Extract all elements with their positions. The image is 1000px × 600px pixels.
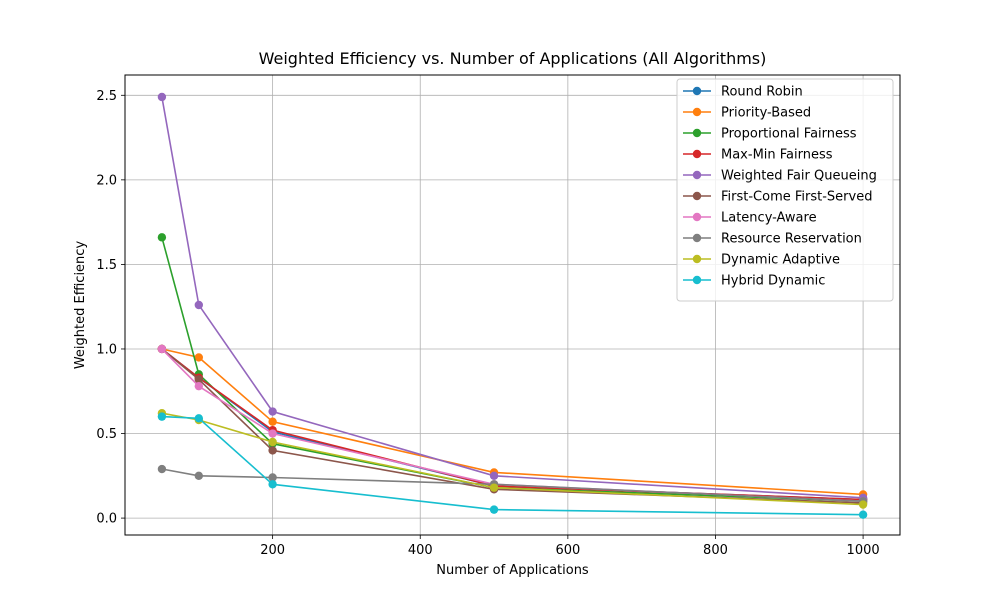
x-tick-label: 400 — [408, 543, 433, 558]
legend-label: First-Come First-Served — [721, 190, 872, 205]
data-point — [268, 407, 277, 416]
legend-item: Latency-Aware — [683, 211, 817, 226]
legend-label: Max-Min Fairness — [721, 148, 833, 163]
legend-label: Round Robin — [721, 85, 803, 100]
legend-marker — [692, 191, 702, 201]
legend-item: Round Robin — [683, 85, 803, 100]
legend-label: Resource Reservation — [721, 232, 862, 247]
data-point — [157, 344, 167, 354]
legend-label: Weighted Fair Queueing — [721, 169, 877, 184]
legend-marker — [692, 212, 702, 222]
data-point — [157, 412, 167, 421]
legend-box — [676, 78, 894, 302]
data-point — [194, 375, 204, 384]
data-point — [157, 92, 167, 102]
x-tick-label: 200 — [260, 543, 285, 558]
y-tick-label: 1.0 — [96, 342, 117, 357]
legend-item: Max-Min Fairness — [683, 148, 833, 163]
legend-label: Proportional Fairness — [721, 127, 857, 142]
x-tick-label: 600 — [555, 543, 580, 558]
data-point — [194, 381, 204, 391]
ticks: 200 400 600 800 1000 0.0 0.5 1.0 1.5 2.0 2.5 — [96, 89, 879, 558]
data-point — [489, 483, 499, 492]
data-point — [194, 300, 204, 310]
legend-item: Resource Reservation — [683, 232, 862, 247]
data-point — [858, 510, 868, 519]
data-point — [157, 464, 167, 474]
legend-label: Dynamic Adaptive — [721, 253, 840, 268]
legend-item: First-Come First-Served — [683, 190, 872, 205]
data-point — [489, 471, 499, 481]
legend-marker — [692, 170, 702, 180]
data-point — [268, 473, 277, 482]
data-point — [268, 429, 277, 438]
data-point — [268, 446, 277, 455]
legend-label: Latency-Aware — [721, 211, 817, 226]
data-point — [858, 500, 868, 509]
x-tick-label: 800 — [703, 543, 728, 558]
x-axis-label: Number of Applications — [436, 563, 589, 578]
legend-item: Priority-Based — [683, 106, 811, 121]
x-tick-label: 1000 — [847, 543, 880, 558]
y-tick-label: 1.5 — [96, 258, 117, 273]
legend-item: Dynamic Adaptive — [683, 253, 840, 268]
chart-title: Weighted Efficiency vs. Number of Applic… — [259, 49, 767, 68]
legend-item: Hybrid Dynamic — [683, 274, 825, 289]
data-point — [157, 233, 167, 242]
legend-marker — [692, 233, 702, 243]
series-layer — [157, 92, 868, 519]
plot-frame — [124, 74, 901, 536]
legend-marker — [692, 275, 702, 285]
data-point — [194, 414, 204, 423]
data-point — [268, 480, 277, 489]
y-axis-label: Weighted Efficiency — [73, 241, 88, 370]
legend-marker — [692, 86, 702, 96]
legend-item: Proportional Fairness — [683, 127, 857, 142]
data-point — [194, 471, 204, 481]
legend-label: Hybrid Dynamic — [721, 274, 825, 289]
legend-marker — [692, 149, 702, 159]
y-tick-label: 2.5 — [96, 89, 117, 104]
legend-marker — [692, 128, 702, 138]
data-point — [268, 437, 277, 447]
y-tick-label: 0.5 — [96, 427, 117, 442]
y-tick-label: 0.0 — [96, 512, 117, 527]
legend-item: Weighted Fair Queueing — [683, 169, 877, 184]
legend: Round Robin Priority-Based Proportional Fa… — [676, 78, 894, 302]
data-point — [268, 417, 277, 426]
series-hybrid-dynamic — [157, 412, 868, 519]
legend-marker — [692, 107, 702, 117]
data-point — [489, 505, 499, 514]
y-tick-label: 2.0 — [96, 173, 117, 188]
legend-label: Priority-Based — [721, 106, 811, 121]
data-point — [194, 353, 204, 362]
legend-marker — [692, 254, 702, 264]
